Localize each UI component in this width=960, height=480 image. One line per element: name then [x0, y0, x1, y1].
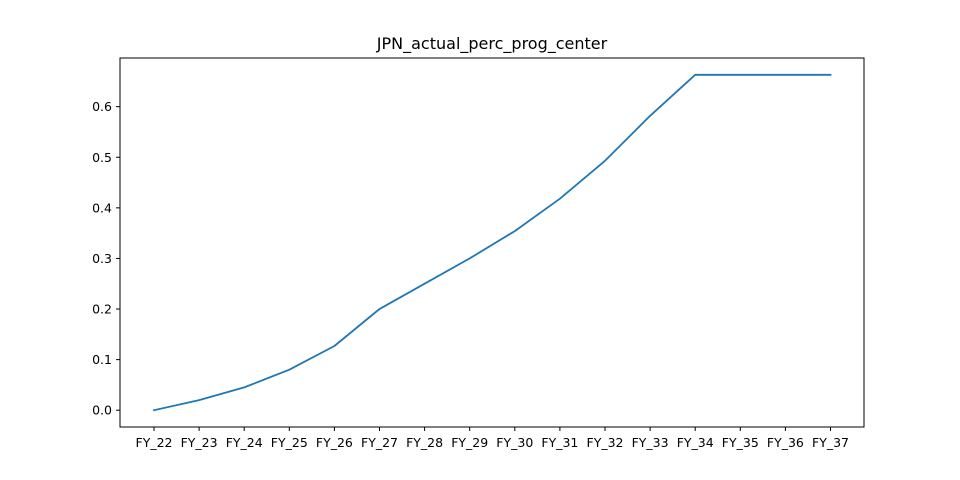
x-tick-label: FY_28: [406, 435, 443, 450]
x-tick-label: FY_37: [812, 435, 849, 450]
x-axis: FY_22 FY_23 FY_24 FY_25 FY_26 FY_27 FY_28 FY_29…: [136, 427, 849, 450]
x-tick-label: FY_36: [767, 435, 804, 450]
x-tick-label: FY_22: [136, 435, 173, 450]
series-line: [152, 73, 832, 412]
y-tick-label: 0.2: [92, 302, 112, 317]
chart-title: JPN_actual_perc_prog_center: [376, 34, 608, 54]
x-tick-label: FY_33: [632, 435, 669, 450]
y-tick-label: 0.4: [92, 200, 112, 215]
y-axis: 0.0 0.1 0.2 0.3 0.4 0.5 0.6: [92, 99, 120, 418]
x-tick-label: FY_23: [181, 435, 218, 450]
x-tick-label: FY_34: [677, 435, 714, 450]
y-tick-label: 0.1: [92, 352, 112, 367]
y-tick-label: 0.6: [92, 99, 112, 114]
x-tick-label: FY_24: [226, 435, 263, 450]
x-tick-label: FY_29: [451, 435, 488, 450]
x-tick-label: FY_30: [496, 435, 533, 450]
y-tick-label: 0.5: [92, 150, 112, 165]
x-tick-label: FY_26: [316, 435, 353, 450]
y-tick-label: 0.3: [92, 251, 112, 266]
x-tick-label: FY_25: [271, 435, 308, 450]
x-tick-label: FY_32: [587, 435, 624, 450]
x-tick-label: FY_35: [722, 435, 759, 450]
plot-area-frame: [119, 57, 865, 428]
series-layer: [152, 73, 832, 412]
y-tick-label: 0.0: [92, 403, 112, 418]
x-tick-label: FY_31: [541, 435, 578, 450]
x-tick-label: FY_27: [361, 435, 398, 450]
